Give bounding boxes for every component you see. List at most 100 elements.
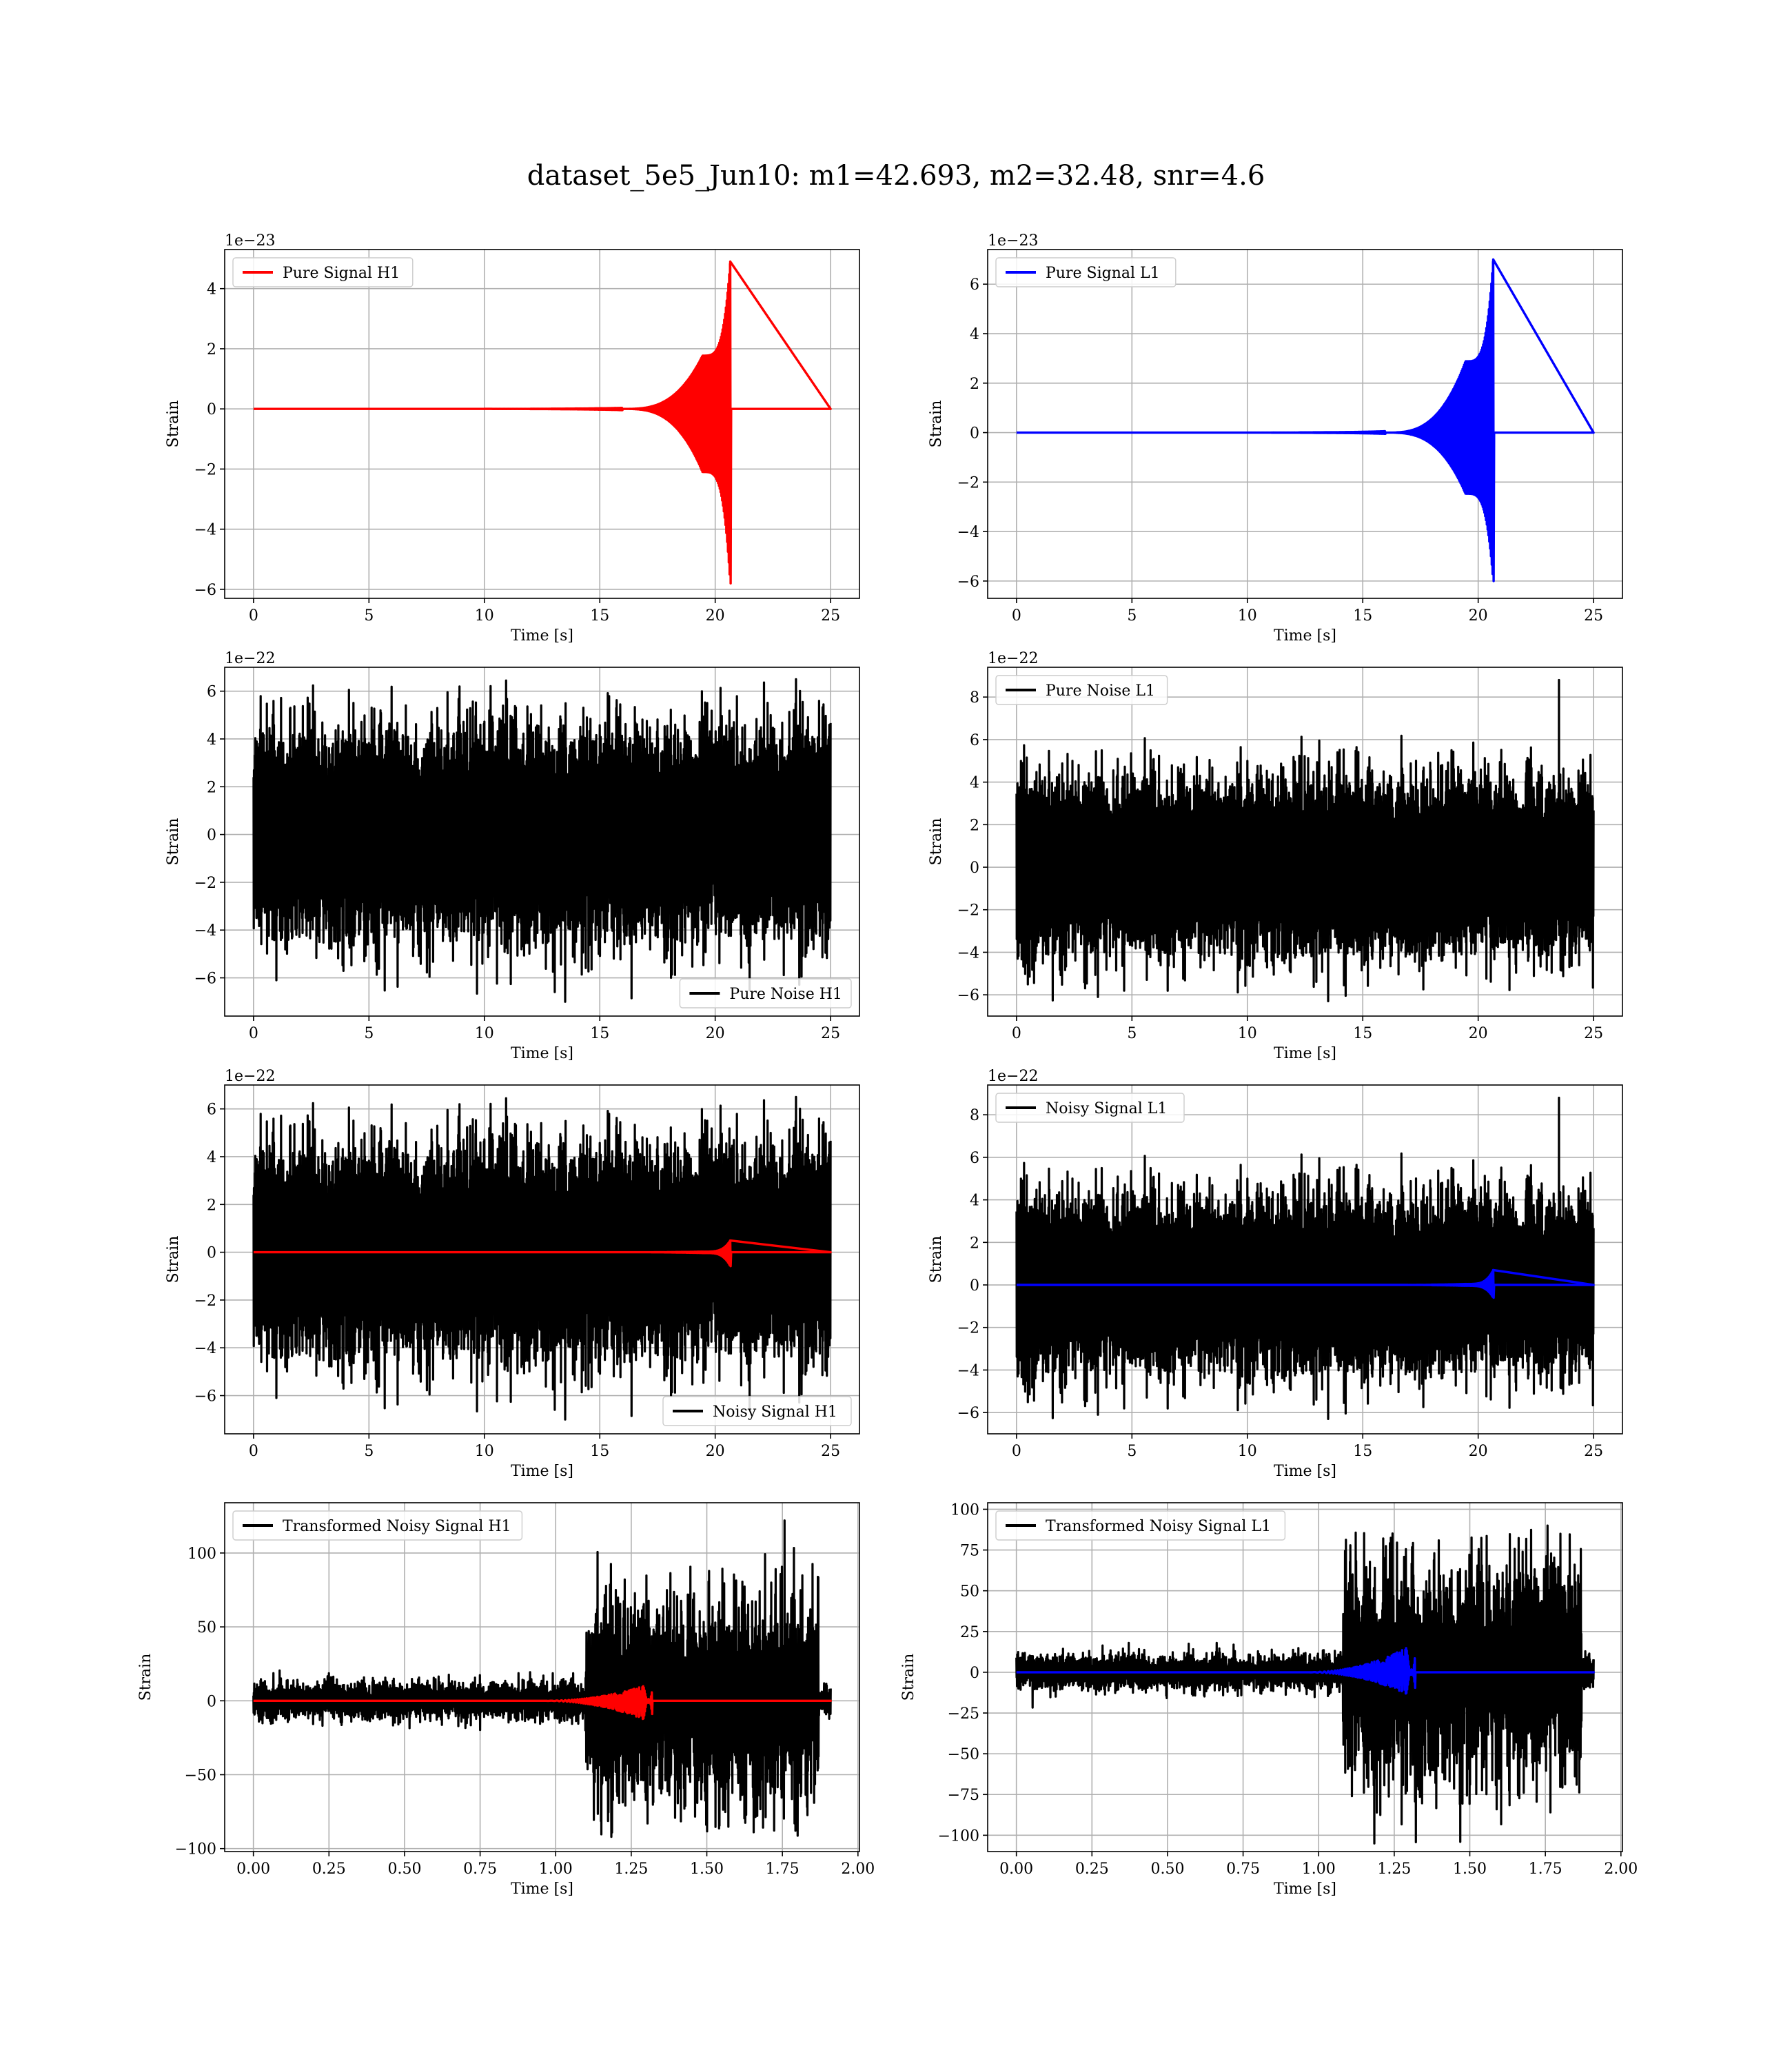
x-tick-label: 10 [1238, 607, 1257, 625]
x-tick-label: 5 [1127, 1025, 1137, 1042]
y-axis-label: Strain [165, 1236, 182, 1284]
x-tick-label: 20 [1469, 607, 1488, 625]
series-line-1 [1015, 258, 1595, 582]
y-tick-label: 25 [960, 1624, 979, 1641]
y-tick-label: 8 [970, 689, 979, 707]
legend: Pure Noise L1 [995, 675, 1168, 705]
y-tick-label: −6 [957, 1405, 979, 1422]
y-tick-label: −50 [948, 1746, 979, 1763]
plot-area [252, 1519, 832, 1838]
y-tick-label: −4 [957, 1362, 979, 1379]
x-tick-label: 10 [1238, 1025, 1257, 1042]
y-tick-label: −2 [194, 1292, 216, 1310]
x-tick-label: 0 [1012, 1025, 1021, 1042]
x-tick-label: 10 [1238, 1443, 1257, 1460]
x-tick-label: 25 [1584, 1025, 1603, 1042]
x-tick-label: 0 [1012, 1443, 1021, 1460]
series-line-2 [252, 1685, 832, 1721]
offset-text: 1e−22 [225, 650, 275, 667]
x-tick-label: 5 [364, 1025, 374, 1042]
legend: Transformed Noisy Signal H1 [232, 1510, 523, 1541]
x-tick-label: 15 [590, 1025, 609, 1042]
x-tick-label: 1.00 [1302, 1861, 1336, 1878]
legend-box [995, 1510, 1286, 1541]
series-line-2 [252, 1239, 832, 1268]
y-axis-label: Strain [165, 401, 182, 448]
legend: Pure Signal H1 [232, 257, 414, 287]
x-axis-label: Time [s] [1274, 1881, 1336, 1898]
panel-noisy-signal-h1: 0 5 10 15 20 25 −6 −4 −2 0 2 4 6 Time [s] Strain 1e−22 N… [165, 1068, 860, 1480]
x-tick-label: 20 [1469, 1443, 1488, 1460]
x-axis-label: Time [s] [511, 1045, 573, 1062]
x-tick-label: 0.00 [236, 1861, 270, 1878]
x-tick-label: 25 [821, 1025, 840, 1042]
series-line-2 [1015, 1268, 1595, 1299]
axes-frame [224, 667, 860, 1017]
y-tick-label: 2 [207, 779, 216, 796]
axes-frame [224, 1084, 860, 1435]
y-tick-label: −2 [957, 902, 979, 920]
panel-transformed-noisy-signal-h1: 0.00 0.25 0.50 0.75 1.00 1.25 1.50 1.75 2.00 −100… [137, 1502, 875, 1898]
legend-label: Pure Noise H1 [729, 986, 842, 1003]
y-tick-label: −100 [175, 1841, 216, 1858]
x-tick-label: 10 [475, 607, 494, 625]
y-tick-label: −25 [948, 1705, 979, 1723]
x-tick-label: 0.75 [1226, 1861, 1260, 1878]
y-tick-label: −4 [194, 922, 216, 940]
y-tick-label: −6 [194, 1388, 216, 1406]
series-line-1 [1015, 678, 1595, 1002]
legend-label: Pure Signal H1 [283, 265, 400, 282]
x-tick-label: 15 [1353, 607, 1372, 625]
x-tick-label: 0.25 [1075, 1861, 1109, 1878]
x-tick-label: 25 [1584, 1443, 1603, 1460]
axes-frame [987, 249, 1623, 599]
axes-frame [224, 1502, 860, 1852]
y-tick-label: 6 [207, 1102, 216, 1119]
x-tick-label: 0.50 [1150, 1861, 1184, 1878]
y-tick-label: −100 [938, 1827, 979, 1845]
x-tick-label: 25 [821, 1443, 840, 1460]
y-tick-label: 0 [207, 1245, 216, 1262]
y-tick-label: 0 [970, 1665, 979, 1682]
y-tick-label: 6 [970, 732, 979, 749]
x-tick-label: 20 [706, 1025, 725, 1042]
y-tick-label: 4 [970, 326, 979, 343]
plot-area [1015, 678, 1595, 1002]
x-tick-label: 5 [364, 1443, 374, 1460]
grid [988, 250, 1622, 598]
plot-area [1015, 1096, 1595, 1420]
legend: Transformed Noisy Signal L1 [995, 1510, 1286, 1541]
y-tick-label: −50 [185, 1767, 216, 1785]
legend-label: Noisy Signal L1 [1046, 1100, 1167, 1117]
x-tick-label: 1.75 [766, 1861, 800, 1878]
legend-label: Noisy Signal H1 [713, 1403, 837, 1421]
y-tick-label: 2 [207, 341, 216, 358]
x-tick-label: 2.00 [841, 1861, 875, 1878]
legend-box [995, 1093, 1185, 1123]
figure-title: dataset_5e5_Jun10: m1=42.693, m2=32.48, … [527, 160, 1265, 192]
y-tick-label: −4 [194, 1340, 216, 1357]
y-tick-label: 4 [970, 775, 979, 792]
y-axis-label: Strain [928, 1236, 945, 1284]
y-tick-label: 50 [197, 1619, 216, 1636]
offset-text: 1e−23 [988, 232, 1038, 250]
y-tick-label: −6 [194, 971, 216, 988]
x-tick-label: 15 [590, 1443, 609, 1460]
y-tick-label: −6 [194, 582, 216, 599]
x-tick-label: 20 [1469, 1025, 1488, 1042]
y-tick-label: 4 [207, 281, 216, 298]
y-axis-label: Strain [928, 818, 945, 866]
y-tick-label: 0 [207, 1693, 216, 1710]
y-tick-label: −2 [957, 1320, 979, 1337]
y-tick-label: −75 [948, 1787, 979, 1804]
series-line-1 [1015, 1096, 1595, 1420]
y-tick-label: 6 [207, 684, 216, 701]
x-tick-label: 20 [706, 607, 725, 625]
y-tick-label: 50 [960, 1583, 979, 1601]
x-tick-label: 1.25 [1377, 1861, 1411, 1878]
grid [225, 250, 859, 598]
legend: Pure Noise H1 [679, 978, 852, 1008]
x-tick-label: 0.50 [387, 1861, 421, 1878]
legend-label: Pure Signal L1 [1046, 265, 1160, 282]
y-tick-label: 75 [960, 1543, 979, 1560]
